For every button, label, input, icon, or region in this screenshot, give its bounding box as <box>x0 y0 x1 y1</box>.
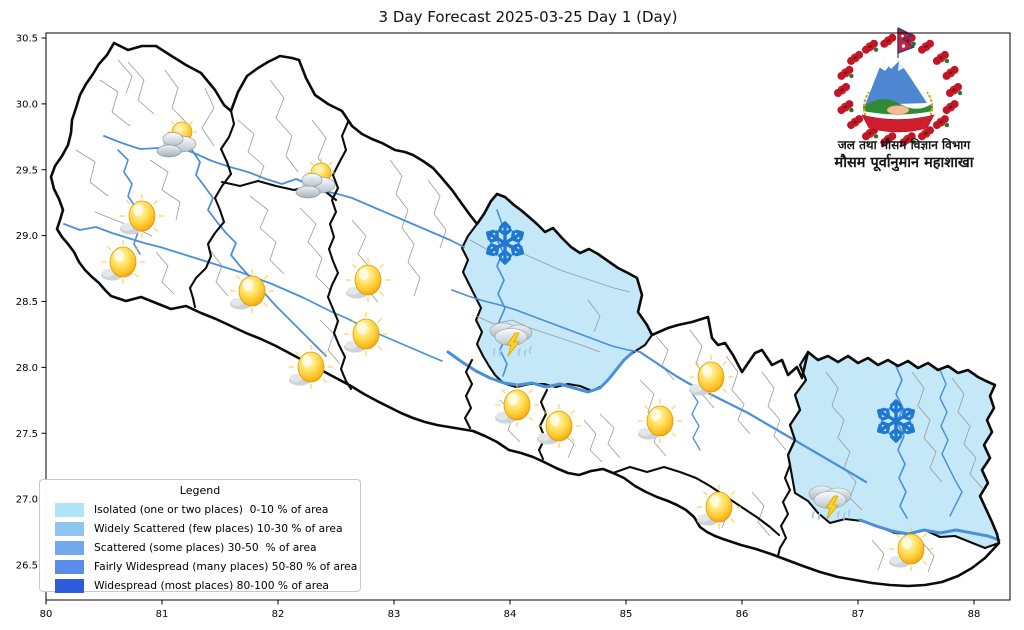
weather-icon-sun <box>688 354 734 400</box>
weather-icon-sun <box>637 398 683 444</box>
weather-icon-sun <box>119 193 165 239</box>
mountain-icon <box>865 59 927 105</box>
river <box>689 389 701 451</box>
legend-item-label: Fairly Widespread (many places) 50-80 % … <box>94 560 358 573</box>
river <box>638 350 868 484</box>
legend-item: Widely Scattered (few places) 10-30 % of… <box>40 519 360 538</box>
legend-item-label: Scattered (some places) 30-50 % of area <box>94 541 317 554</box>
y-tick-label: 26.5 <box>16 561 38 572</box>
weather-icon-sun <box>494 382 540 428</box>
plot-frame <box>45 32 1011 601</box>
y-tick-label: 28.5 <box>16 297 38 308</box>
x-tick-label: 83 <box>388 609 401 620</box>
y-tick-label: 27.5 <box>16 429 38 440</box>
weather-icon-thunderstorm <box>808 485 852 520</box>
y-tick-label: 30.5 <box>16 34 38 45</box>
legend-swatch-icon <box>55 540 84 555</box>
weather-icon-sun <box>345 257 391 303</box>
river <box>117 149 141 255</box>
legend-title: Legend <box>179 484 221 497</box>
y-tick-label: 28.0 <box>16 363 38 374</box>
dhm-logo <box>834 27 963 147</box>
rhododendron-wreath-icon <box>834 33 963 147</box>
x-tick-label: 82 <box>272 609 285 620</box>
logo-text-line2: मौसम पूर्वानुमान महाशाखा <box>834 155 974 171</box>
legend-swatch-icon <box>55 578 84 593</box>
legend-item: Isolated (one or two places) 0-10 % of a… <box>40 500 360 519</box>
x-tick-label: 80 <box>40 609 53 620</box>
x-tick-label: 88 <box>968 609 981 620</box>
x-tick-label: 84 <box>504 609 517 620</box>
river <box>191 149 327 357</box>
legend-item-label: Widely Scattered (few places) 10-30 % of… <box>94 522 343 535</box>
legend-item: Scattered (some places) 30-50 % of area <box>40 538 360 557</box>
nepal-outline <box>49 41 1001 588</box>
weather-icon-sun <box>343 311 389 357</box>
river <box>63 223 319 306</box>
handshake-icon <box>886 105 910 115</box>
river <box>446 350 634 394</box>
legend-items: Isolated (one or two places) 0-10 % of a… <box>40 500 360 595</box>
legend-item-label: Isolated (one or two places) 0-10 % of a… <box>94 503 329 516</box>
legend: Legend Isolated (one or two places) 0-10… <box>39 479 361 595</box>
x-tick-label: 86 <box>736 609 749 620</box>
y-tick-label: 29.5 <box>16 165 38 176</box>
weather-icon-sun <box>100 239 146 285</box>
logo-text-line1: जल तथा मौसम विज्ञान विभाग <box>837 138 971 152</box>
river <box>895 365 908 519</box>
river <box>317 304 443 362</box>
legend-swatch-icon <box>55 521 84 536</box>
river <box>858 518 1001 542</box>
legend-item: Widespread (most places) 80-100 % of are… <box>40 576 360 595</box>
x-tick-label: 81 <box>156 609 169 620</box>
legend-item: Fairly Widespread (many places) 50-80 % … <box>40 557 360 576</box>
legend-swatch-icon <box>55 502 84 517</box>
x-tick-label: 85 <box>620 609 633 620</box>
axes: 80 81 82 83 84 85 86 87 88 26.5 27.0 27.5 28.0 28.5 29… <box>16 34 981 621</box>
nepal-border <box>49 41 1001 588</box>
weather-icon-sun <box>696 484 742 530</box>
legend-item-label: Widespread (most places) 80-100 % of are… <box>94 579 329 592</box>
weather-icon-sun <box>229 268 275 314</box>
weather-icon-sun <box>288 344 334 390</box>
page-title: 3 Day Forecast 2025-03-25 Day 1 (Day) <box>378 8 678 26</box>
legend-swatch-icon <box>55 559 84 574</box>
weather-icon-sun <box>536 403 582 449</box>
y-tick-label: 27.0 <box>16 495 38 506</box>
banner-icon <box>861 114 935 133</box>
y-tick-label: 30.0 <box>16 99 38 110</box>
river <box>939 369 963 517</box>
x-tick-label: 87 <box>852 609 865 620</box>
y-tick-label: 29.0 <box>16 231 38 242</box>
river <box>451 289 641 353</box>
shaded-forecast-zones <box>460 192 1001 550</box>
